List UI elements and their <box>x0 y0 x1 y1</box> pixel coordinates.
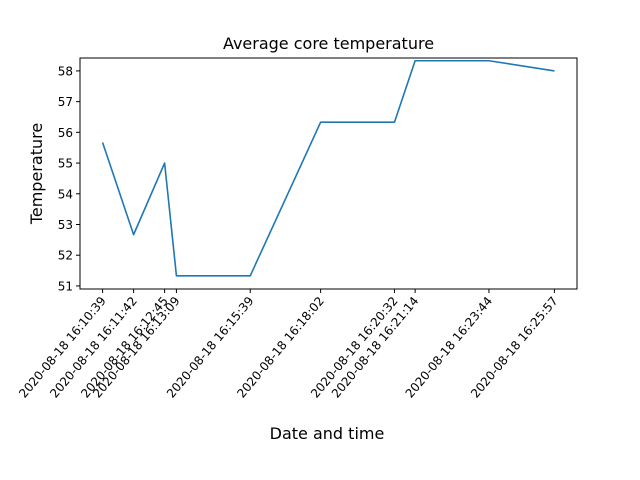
y-tick-label: 55 <box>58 157 73 171</box>
y-tick-label: 54 <box>58 187 73 201</box>
x-axis-label: Date and time <box>270 424 385 443</box>
y-tick-label: 53 <box>58 218 73 232</box>
y-axis-label: Temperature <box>27 123 46 225</box>
series-line-0 <box>101 59 555 277</box>
plot-frame <box>79 57 578 290</box>
y-tick-label: 51 <box>58 279 73 293</box>
y-tick-label: 56 <box>58 126 73 140</box>
plot-area <box>79 57 578 290</box>
y-tick-label: 58 <box>58 64 73 78</box>
chart-title: Average core temperature <box>223 34 434 53</box>
y-tick-label: 57 <box>58 95 73 109</box>
x-tick-label: 2020-08-18 16:20:32 <box>308 294 401 401</box>
y-tick-label: 52 <box>58 249 73 263</box>
y-axis: 51 52 53 54 55 56 57 58 <box>58 64 80 293</box>
series-layer <box>101 59 555 277</box>
